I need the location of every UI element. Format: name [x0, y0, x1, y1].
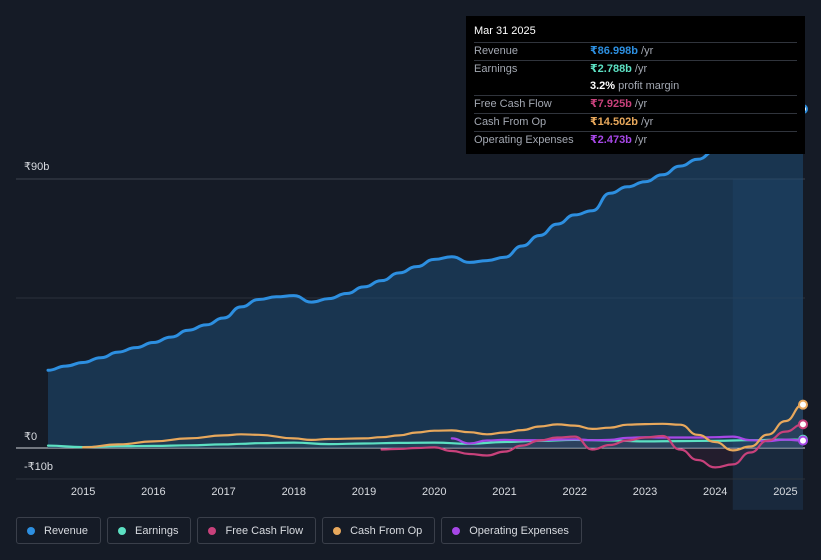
revenue-area	[48, 109, 803, 448]
y-tick-label: ₹90b	[24, 161, 50, 173]
tooltip-row: Free Cash Flow ₹7.925b/yr	[474, 95, 797, 113]
tooltip-date: Mar 31 2025	[474, 25, 536, 37]
tooltip-label: Operating Expenses	[474, 134, 574, 146]
legend-label: Operating Expenses	[469, 524, 569, 537]
tooltip-value: ₹7.925b	[590, 98, 632, 110]
tooltip-row: Cash From Op ₹14.502b/yr	[474, 113, 797, 131]
tooltip-row: Revenue ₹86.998b/yr	[474, 42, 797, 60]
tooltip-unit: /yr	[634, 134, 648, 146]
tooltip-value: ₹2.473b	[590, 134, 632, 146]
tooltip-value: ₹86.998b	[590, 45, 639, 57]
tooltip-row: Operating Expenses ₹2.473b/yr	[474, 131, 797, 149]
legend-item-revenue[interactable]: Revenue	[16, 517, 102, 544]
series-lines	[46, 107, 805, 469]
legend-label: Free Cash Flow	[225, 524, 304, 537]
earnings-line	[46, 438, 805, 449]
legend-item-operating-expenses[interactable]: Operating Expenses	[441, 517, 582, 544]
legend-item-cash-from-op[interactable]: Cash From Op	[322, 517, 436, 544]
free-cash-flow-end-point	[798, 419, 808, 430]
x-tick-label: 2025	[773, 486, 798, 498]
x-tick-label: 2023	[632, 486, 658, 498]
x-tick-label: 2017	[211, 486, 236, 498]
cash-from-op-end-point	[798, 399, 808, 410]
y-tick-label: -₹10b	[24, 461, 54, 473]
legend-item-free-cash-flow[interactable]: Free Cash Flow	[197, 517, 317, 544]
tooltip-row: 3.2% profit margin	[474, 78, 797, 95]
legend-dot-icon	[27, 526, 35, 535]
operating-expenses-line	[450, 435, 805, 445]
tooltip-value: 3.2%	[590, 80, 616, 92]
tooltip-row: Earnings ₹2.788b/yr	[474, 60, 797, 78]
legend-dot-icon	[333, 526, 342, 535]
free-cash-flow-line	[380, 423, 805, 469]
legend-label: Revenue	[44, 524, 89, 537]
tooltip-unit: profit margin	[618, 80, 680, 92]
tooltip-label: Earnings	[474, 63, 518, 75]
tooltip-unit: /yr	[641, 116, 654, 128]
data-tooltip: Mar 31 2025 Revenue ₹86.998b/yr Earnings ₹2…	[466, 16, 805, 154]
legend-item-earnings[interactable]: Earnings	[107, 517, 192, 544]
x-tick-label: 2021	[492, 486, 517, 498]
legend-dot-icon	[118, 526, 127, 535]
legend-dot-icon	[208, 526, 217, 535]
tooltip-unit: /yr	[634, 63, 648, 75]
tooltip-unit: /yr	[641, 45, 654, 57]
x-tick-label: 2024	[702, 486, 728, 498]
operating-expenses-end-point	[798, 435, 808, 446]
y-tick-label: ₹0	[24, 431, 38, 443]
free-cash-flow-area	[381, 424, 803, 468]
tooltip-value: ₹2.788b	[590, 63, 632, 75]
tooltip-label	[474, 78, 590, 95]
legend-dot-icon	[452, 526, 461, 535]
revenue-line	[46, 107, 805, 372]
x-tick-label: 2018	[281, 486, 307, 498]
legend-label: Earnings	[135, 524, 179, 537]
tooltip-label: Cash From Op	[474, 116, 547, 128]
chart-legend: Revenue Earnings Free Cash Flow Cash From O…	[16, 517, 582, 544]
x-tick-label: 2016	[141, 486, 166, 498]
x-tick-label: 2022	[562, 486, 587, 498]
tooltip-label: Revenue	[474, 45, 519, 57]
cash-from-op-line	[82, 403, 805, 452]
legend-label: Cash From Op	[350, 524, 423, 537]
tooltip-value: ₹14.502b	[590, 116, 639, 128]
tooltip-unit: /yr	[634, 98, 648, 110]
tooltip-label: Free Cash Flow	[474, 98, 552, 110]
x-tick-label: 2015	[70, 486, 96, 498]
x-tick-label: 2020	[422, 486, 447, 498]
x-tick-label: 2019	[351, 486, 377, 498]
